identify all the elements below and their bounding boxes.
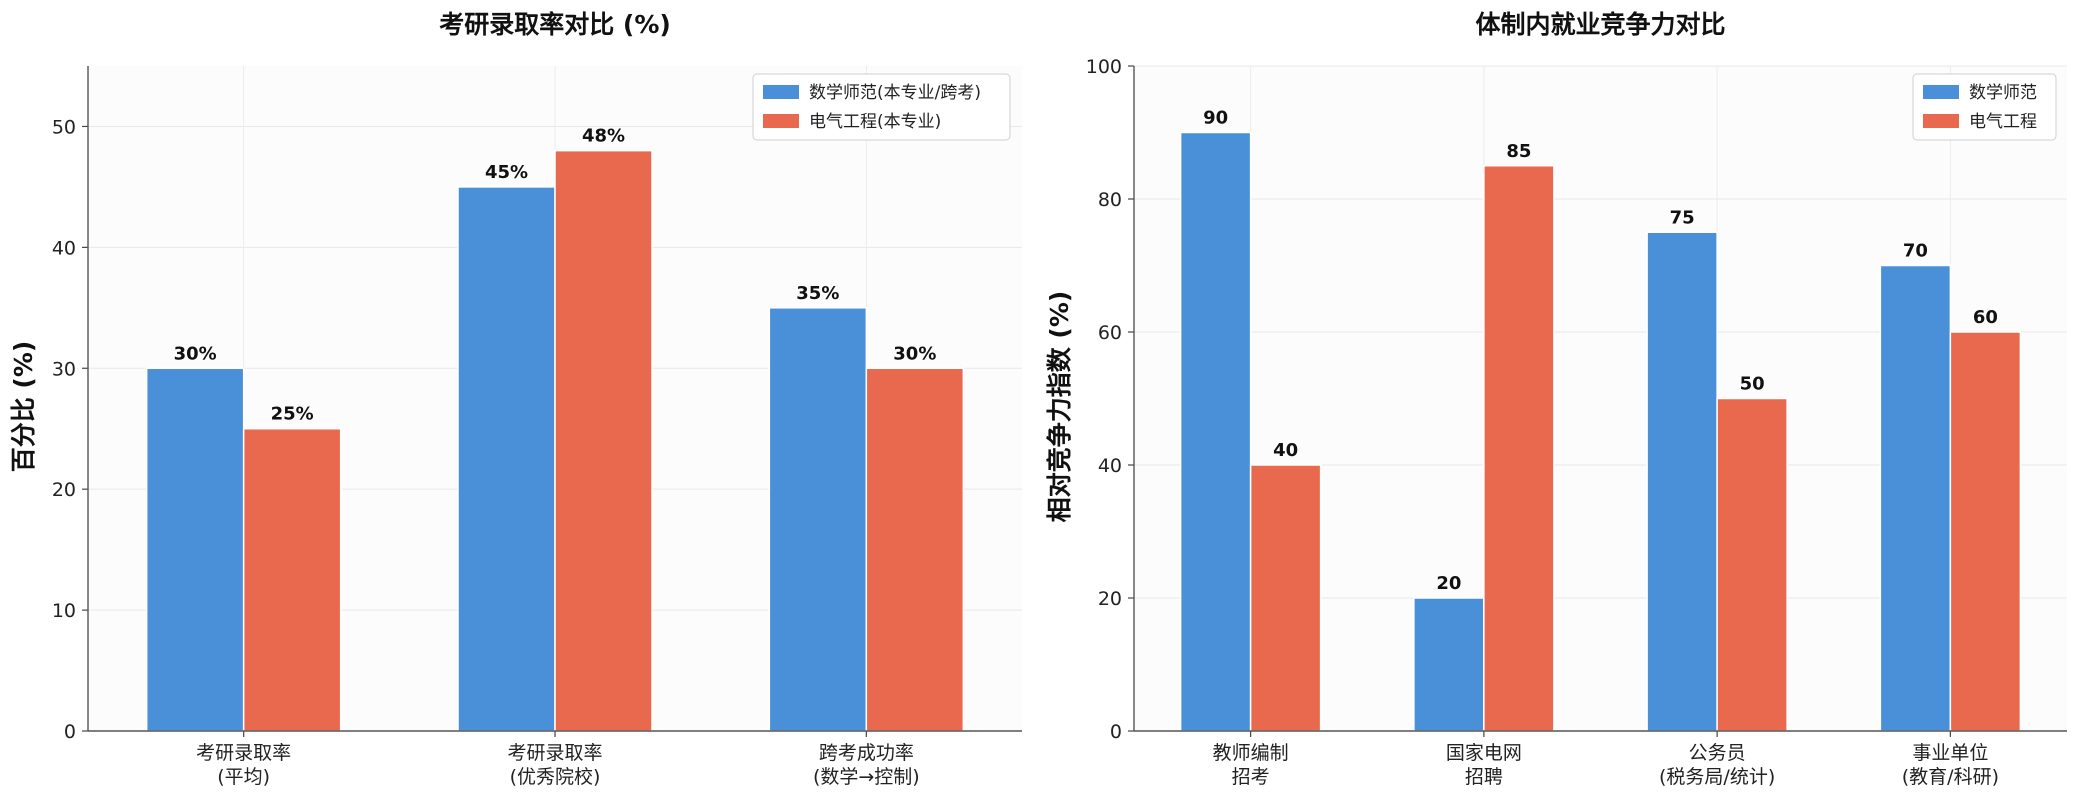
legend-label: 电气工程(本专业) xyxy=(809,112,941,132)
data-label: 90 xyxy=(1203,108,1228,129)
category-label: 公务员(税务局/统计) xyxy=(1659,742,1775,788)
bar-series-a xyxy=(1879,264,1952,732)
bar-series-b xyxy=(1716,397,1788,732)
y-tick-label: 20 xyxy=(52,479,76,501)
bar-series-a xyxy=(1646,231,1718,732)
data-label: 30% xyxy=(174,343,217,364)
data-label: 50 xyxy=(1740,374,1765,395)
data-label: 60 xyxy=(1973,307,1998,328)
bar-series-a xyxy=(768,307,868,732)
data-label: 25% xyxy=(271,404,314,425)
bar-series-a xyxy=(1413,597,1485,732)
category-label: 事业单位(教育/科研) xyxy=(1902,742,1999,788)
legend-label: 数学师范(本专业/跨考) xyxy=(809,83,981,103)
chart-panel-employment: 0 20 40 60 80 100 90 20 75 70 40 85 50 60 教师编制招考 国家电网招聘… xyxy=(1045,10,2067,788)
legend-swatch xyxy=(1923,114,1959,128)
bar-series-a xyxy=(1179,131,1252,732)
bar-series-a xyxy=(457,186,556,732)
y-tick-label: 40 xyxy=(52,237,76,259)
chart-title: 考研录取率对比 (%) xyxy=(439,10,671,39)
y-tick-label: 80 xyxy=(1098,189,1122,211)
bar-series-b xyxy=(865,367,965,732)
bar-series-a xyxy=(145,367,245,732)
legend-label: 数学师范 xyxy=(1969,83,2037,103)
y-tick-label: 10 xyxy=(52,600,76,622)
data-label: 85 xyxy=(1506,141,1531,162)
data-label: 48% xyxy=(582,126,625,147)
legend-box xyxy=(752,73,1011,141)
category-label: 国家电网招聘 xyxy=(1446,742,1522,788)
data-label: 70 xyxy=(1903,241,1928,262)
legend-label: 电气工程 xyxy=(1969,112,2037,132)
data-label: 30% xyxy=(893,343,936,364)
data-label: 35% xyxy=(796,283,839,304)
bar-series-b xyxy=(1949,331,2022,732)
y-tick-label: 40 xyxy=(1098,455,1122,477)
y-tick-label: 0 xyxy=(1110,721,1122,743)
legend-swatch xyxy=(763,114,799,128)
bar-series-b xyxy=(554,149,653,732)
data-label: 40 xyxy=(1273,440,1298,461)
legend-swatch xyxy=(763,85,799,99)
category-label: 考研录取率(平均) xyxy=(196,742,291,788)
y-tick-label: 20 xyxy=(1098,588,1122,610)
y-tick-label: 100 xyxy=(1086,56,1122,78)
y-tick-label: 30 xyxy=(52,358,76,380)
bar-series-b xyxy=(1483,165,1555,732)
y-axis-label: 百分比 (%) xyxy=(9,341,38,473)
category-label: 考研录取率(优秀院校) xyxy=(507,742,602,788)
y-tick-label: 0 xyxy=(64,721,76,743)
category-label: 跨考成功率(数学→控制) xyxy=(813,742,920,788)
data-label: 20 xyxy=(1436,573,1461,594)
legend: 数学师范(本专业/跨考) 电气工程(本专业) xyxy=(752,73,1011,141)
data-label: 75 xyxy=(1670,207,1695,228)
legend-swatch xyxy=(1923,85,1959,99)
bar-series-b xyxy=(242,427,342,732)
y-tick-label: 60 xyxy=(1098,322,1122,344)
y-tick-label: 50 xyxy=(52,116,76,138)
y-axis-label: 相对竞争力指数 (%) xyxy=(1045,291,1074,523)
category-label: 教师编制招考 xyxy=(1213,742,1289,788)
bar-series-b xyxy=(1249,464,1322,732)
data-label: 45% xyxy=(485,162,528,183)
chart-panel-admission: 0 10 20 30 40 50 30% 45% 35% 25% 48% 30% 考研录取率(平均) 考研… xyxy=(9,10,1022,788)
chart-title: 体制内就业竞争力对比 xyxy=(1475,10,1725,39)
